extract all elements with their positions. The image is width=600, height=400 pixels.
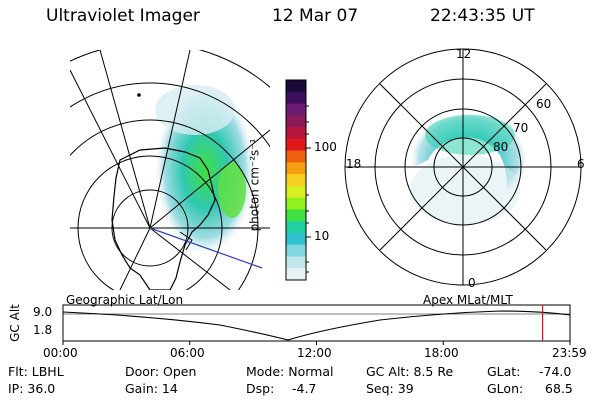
mlt-label-0: 0 xyxy=(468,276,476,290)
timeline-ymin: 1.8 xyxy=(33,323,53,337)
colorbar-band xyxy=(286,232,306,246)
mlt-label-12: 12 xyxy=(456,47,472,61)
glat-value: -74.0 xyxy=(539,364,572,379)
colorbar-band xyxy=(286,268,306,281)
glon-label: GLon: xyxy=(487,381,524,396)
colorbar-frame xyxy=(285,79,307,281)
door-status: Door: Open xyxy=(125,364,197,379)
timeline-xtick-2: 12:00 xyxy=(297,346,332,360)
colorbar-band xyxy=(286,244,306,257)
dsp-value: -4.7 xyxy=(292,381,317,396)
gc-alt-status: GC Alt: 8.5 Re xyxy=(366,364,454,379)
colorbar-ticks xyxy=(306,105,311,273)
instrument-title: Ultraviolet Imager xyxy=(46,6,200,26)
colorbar-band xyxy=(286,127,306,140)
geographic-map-label: Geographic Lat/Lon xyxy=(66,293,184,307)
timeline-xtick-1: 06:00 xyxy=(170,346,205,360)
ip-status: IP: 36.0 xyxy=(8,381,56,396)
terminator-line xyxy=(149,227,263,269)
colorbar-band xyxy=(286,91,306,105)
timeline-xticks xyxy=(62,341,571,345)
aurora-haze-left xyxy=(155,85,235,135)
auroral-oval-core xyxy=(425,115,515,155)
polar-map xyxy=(410,111,528,225)
filter-status: Flt: LBHL xyxy=(8,364,64,379)
orbit-altitude-curve xyxy=(62,310,571,341)
colorbar-tick-100: 100 xyxy=(314,140,337,154)
spacecraft-dot xyxy=(137,93,141,97)
colorbar-band xyxy=(286,185,306,199)
colorbar-unit-label: photon cm⁻²s⁻¹ xyxy=(247,138,262,232)
mlt-label-6: 6 xyxy=(577,157,585,171)
colorbar-tick-10: 10 xyxy=(314,229,330,243)
lat-label-80: 80 xyxy=(493,140,509,154)
coastline-antarctica xyxy=(111,147,216,290)
timeline-ylabel: GC Alt xyxy=(7,304,22,342)
colorbar-band xyxy=(286,197,306,210)
timeline-xtick-3: 18:00 xyxy=(424,346,459,360)
colorbar-band xyxy=(286,115,306,128)
gain-status: Gain: 14 xyxy=(125,381,178,396)
dsp-label: Dsp: xyxy=(246,381,275,396)
glon-value: 68.5 xyxy=(545,381,573,396)
colorbar-band xyxy=(286,162,306,175)
colorbar-band xyxy=(286,256,306,269)
timeline-frame xyxy=(62,304,571,342)
colorbar xyxy=(286,80,306,281)
colorbar-band xyxy=(286,138,306,152)
lat-label-60: 60 xyxy=(536,97,552,111)
glat-label: GLat: xyxy=(487,364,521,379)
colorbar-band xyxy=(286,80,306,93)
seq-status: Seq: 39 xyxy=(366,381,414,396)
colorbar-band xyxy=(286,103,306,116)
polar-grid xyxy=(344,48,582,286)
date-label: 12 Mar 07 xyxy=(272,6,359,26)
time-label: 22:43:35 UT xyxy=(430,6,535,26)
timeline-xtick-4: 23:59 xyxy=(552,346,587,360)
geographic-map xyxy=(70,50,270,290)
mlt-label-18: 18 xyxy=(346,157,362,171)
colorbar-band xyxy=(286,150,306,163)
polar-map-label: Apex MLat/MLT xyxy=(423,293,513,307)
colorbar-band xyxy=(286,221,306,234)
mode-status: Mode: Normal xyxy=(246,364,334,379)
colorbar-band xyxy=(286,174,306,187)
aurora-peak-left xyxy=(218,162,246,218)
polar-cap-haze xyxy=(410,155,520,225)
coastline-bay xyxy=(179,231,193,251)
lat-label-70: 70 xyxy=(513,121,529,135)
colorbar-band xyxy=(286,209,306,222)
timeline-ymax: 9.0 xyxy=(33,305,53,319)
timeline-xtick-0: 00:00 xyxy=(43,346,78,360)
